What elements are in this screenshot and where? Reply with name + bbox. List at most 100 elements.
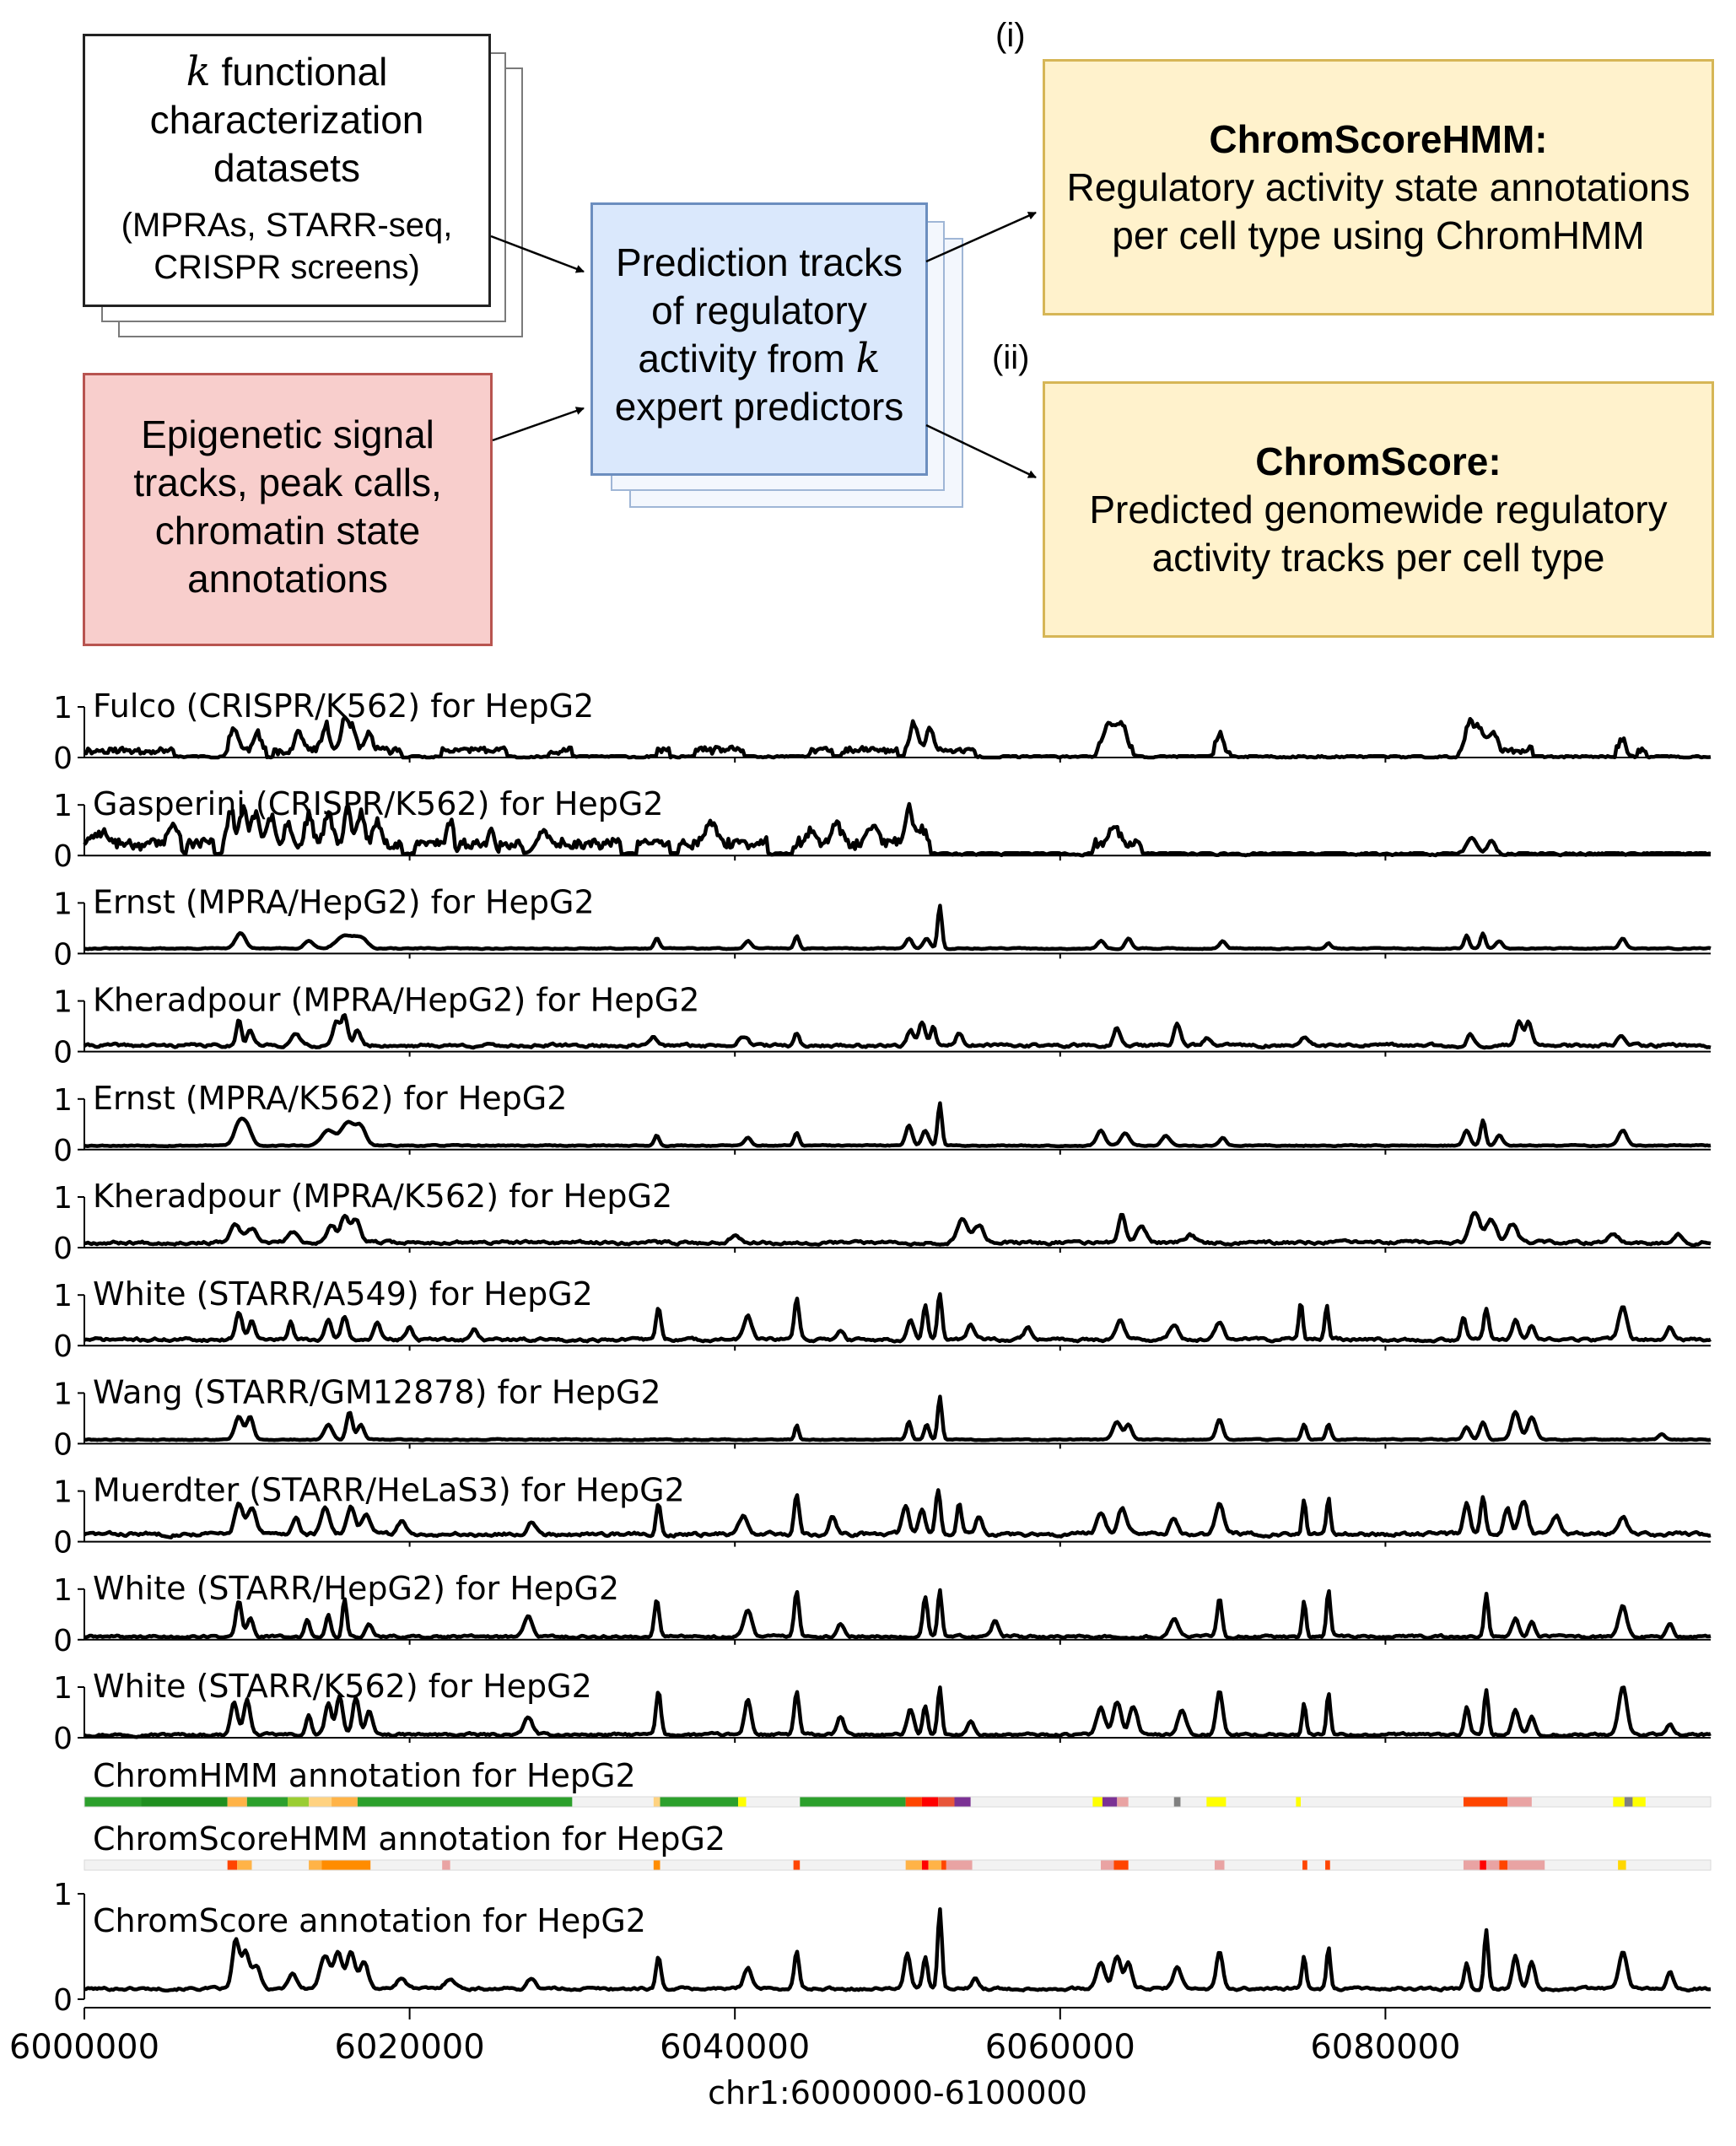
x-tick-label: 6000000 <box>9 2028 159 2067</box>
annotation-segment <box>1632 1797 1646 1807</box>
y-tick-label-0: 0 <box>53 1036 73 1070</box>
y-tick-label-1: 1 <box>53 789 73 823</box>
y-tick-label-0: 0 <box>53 741 73 776</box>
input-box-line4: (MPRAs, STARR-seq, <box>121 207 453 244</box>
annotation-segment <box>1625 1860 1711 1870</box>
annotation-segment <box>1101 1860 1114 1870</box>
chromscore-signal-line <box>84 1906 1712 1993</box>
prediction-line1: Prediction tracks <box>615 240 903 284</box>
annotation-segment <box>653 1797 660 1807</box>
annotation-segment <box>370 1860 443 1870</box>
annotation-segment <box>1618 1860 1626 1870</box>
x-axis-label: chr1:6000000-6100000 <box>708 2074 1087 2111</box>
signal-line-7 <box>84 1394 1712 1442</box>
signal-line-6 <box>84 1291 1712 1344</box>
annotation-segment <box>309 1860 322 1870</box>
annotation-segment <box>572 1797 654 1807</box>
y-tick-label-1: 1 <box>53 887 73 921</box>
annotation-segment <box>921 1797 939 1807</box>
annotation-segment <box>738 1797 747 1807</box>
epigenetic-line1: Epigenetic signal <box>141 412 434 456</box>
annotation-segment <box>653 1860 660 1870</box>
functional-datasets-box: k functional characterization datasets (… <box>83 34 491 307</box>
annotation-segment <box>1645 1797 1711 1807</box>
annotation-segment <box>357 1797 573 1807</box>
track-title-0: Fulco (CRISPR/K562) for HepG2 <box>93 687 594 725</box>
chromscore-output-box: ChromScore: Predicted genomewide regulat… <box>1043 381 1714 638</box>
annotation-frame-0 <box>84 1796 1712 1808</box>
prediction-line2: of regulatory <box>651 288 867 332</box>
arrow-epigenetic-to-prediction <box>492 407 585 442</box>
annotation-segment <box>1485 1860 1500 1870</box>
output-ii-line1: Predicted genomewide regulatory <box>1089 488 1668 531</box>
y-tick-label-1: 1 <box>53 1377 73 1411</box>
track-title-9: White (STARR/HepG2) for HepG2 <box>93 1570 619 1607</box>
annotation-segment <box>227 1860 238 1870</box>
annotation-segment <box>1128 1797 1174 1807</box>
annotation-segment <box>928 1860 942 1870</box>
annotation-segment <box>332 1797 358 1807</box>
x-tick-label: 6060000 <box>985 2028 1135 2067</box>
epigenetic-line2: tracks, peak calls, <box>133 461 442 504</box>
annotation-segment <box>1206 1797 1227 1807</box>
signal-line-3 <box>83 1013 1712 1050</box>
y-tick-label-0: 0 <box>53 1427 73 1462</box>
annotation-segment <box>288 1797 310 1807</box>
annotation-segment <box>746 1797 801 1807</box>
annotation-segment <box>1307 1860 1326 1870</box>
annotation-segment <box>938 1797 955 1807</box>
track-title-2: Ernst (MPRA/HepG2) for HepG2 <box>93 883 595 920</box>
signal-line-5 <box>84 1210 1712 1248</box>
annotation-segment <box>84 1860 228 1870</box>
k-symbol: k <box>186 48 211 95</box>
annotation-segment <box>1224 1860 1303 1870</box>
y-tick-label-0: 0 <box>53 1722 73 1756</box>
annotation-segment <box>1113 1860 1129 1870</box>
track-title-6: White (STARR/A549) for HepG2 <box>93 1275 593 1313</box>
input-box-line3: datasets <box>213 146 360 190</box>
annotation-segment <box>1329 1860 1464 1870</box>
signal-line-0 <box>83 714 1712 760</box>
y-tick-label-1: 1 <box>53 1279 73 1313</box>
annotation-segment <box>1624 1797 1633 1807</box>
regulatory-activity-tracks-chart: 1 0 Fulco (CRISPR/K562) for HepG2 1 0 Gasperi… <box>9 687 1712 2111</box>
annotation-segment <box>1301 1797 1464 1807</box>
prediction-line4: expert predictors <box>614 385 904 429</box>
x-tick-label: 6020000 <box>335 2028 485 2067</box>
y-tick-label-1: 1 <box>53 1181 73 1216</box>
annotation-segment <box>905 1797 922 1807</box>
y-tick-label-0: 0 <box>53 1624 73 1658</box>
annotation-segment <box>309 1797 332 1807</box>
annotation-segment <box>1296 1797 1302 1807</box>
annotation-segment <box>1545 1860 1619 1870</box>
annotation-segment <box>800 1860 906 1870</box>
track-title-4: Ernst (MPRA/K562) for HepG2 <box>93 1080 567 1117</box>
annotation-segment <box>921 1860 929 1870</box>
track-title-7: Wang (STARR/GM12878) for HepG2 <box>93 1373 661 1410</box>
annotation-segment <box>972 1860 1101 1870</box>
y-tick-label-1: 1 <box>53 691 73 725</box>
annotation-segment <box>954 1797 971 1807</box>
annotation-segment <box>321 1860 371 1870</box>
track-title-1: Gasperini (CRISPR/K562) for HepG2 <box>93 785 664 822</box>
annotation-segment <box>227 1797 247 1807</box>
annotation-segment <box>1507 1860 1545 1870</box>
annotation-segment <box>660 1797 739 1807</box>
annotation-segment <box>1092 1797 1103 1807</box>
output-i-title: ChromScoreHMM: <box>1209 117 1548 161</box>
prediction-tracks-box: Prediction tracks of regulatory activity… <box>590 202 928 476</box>
annotation-segment <box>1463 1860 1480 1870</box>
y-tick-label-1: 1 <box>53 1083 73 1118</box>
annotation-segment <box>1117 1797 1129 1807</box>
track-title-10: White (STARR/K562) for HepG2 <box>93 1668 592 1705</box>
k-symbol-prediction: k <box>855 335 881 382</box>
annotation-segment <box>946 1860 973 1870</box>
annotation-segment <box>1480 1860 1486 1870</box>
signal-line-2 <box>84 903 1712 952</box>
output-ii-title: ChromScore: <box>1255 439 1501 483</box>
annotation-segment <box>905 1860 922 1870</box>
annotation-segment <box>941 1860 946 1870</box>
annotation-segment <box>800 1797 906 1807</box>
arrow-datasets-to-prediction <box>490 235 585 273</box>
annotation-segment <box>442 1860 450 1870</box>
